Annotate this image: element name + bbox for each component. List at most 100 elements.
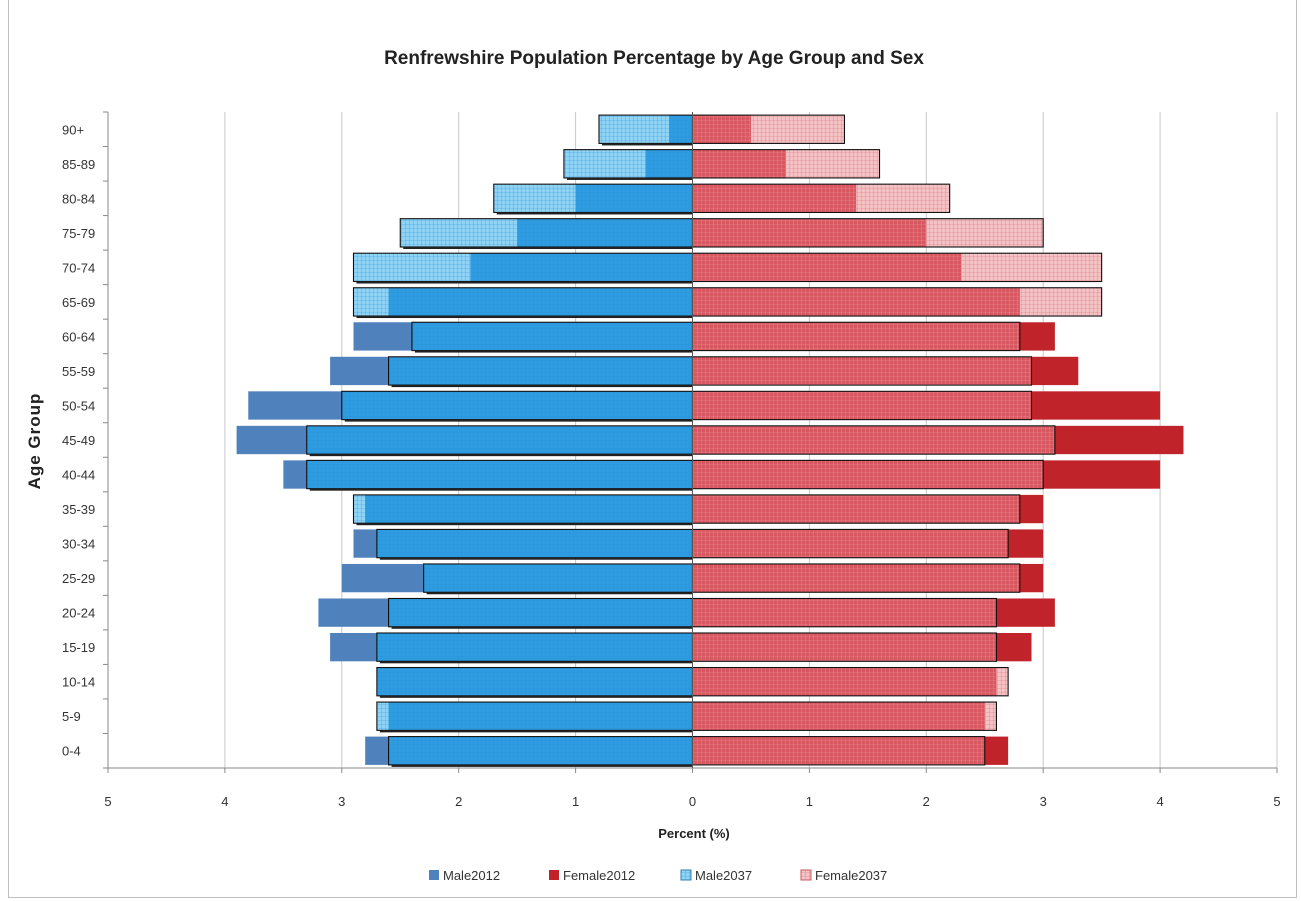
y-tick-label: 70-74 [62,260,95,275]
bar-male2037-shadow [379,695,693,698]
bar-female2037 [692,391,1032,420]
y-tick-label: 75-79 [62,226,95,241]
bar-male2037 [306,425,693,455]
y-tick-label: 20-24 [62,606,95,621]
bar-male2037-excess [563,149,646,178]
bar-male2037-shadow [379,661,693,664]
bar-female2037-excess [750,115,845,144]
y-tick-label: 50-54 [62,398,95,413]
x-tick-label: 5 [104,794,111,809]
bar-male2037-shadow [379,730,693,733]
legend-label: Female2037 [815,868,887,883]
y-tick-label: 80-84 [62,191,95,206]
legend-label: Male2012 [443,868,500,883]
x-tick-label: 2 [455,794,462,809]
bar-male2037 [376,667,693,696]
bar-female2037 [692,184,857,213]
bar-male2037 [470,253,693,282]
bar-male2037-excess [353,494,366,524]
x-tick-labels: 5 4 3 2 1 0 1 2 3 4 5 [104,794,1280,809]
bar-male2037 [388,598,693,627]
bar-male2037-shadow [426,592,693,595]
bar-male2037 [388,287,693,317]
population-pyramid-chart: Renfrewshire Population Percentage by Ag… [25,48,1281,883]
y-tick-label: 65-69 [62,295,95,310]
bar-male2037 [388,356,693,386]
bar-female2037-excess [926,218,1044,247]
bar-male2037-shadow [344,419,693,422]
bar-female2037 [692,425,1055,455]
y-tick-label: 40-44 [62,468,95,483]
bar-female2037 [692,667,997,696]
legend-swatch [800,869,812,881]
bar-male2037 [517,218,693,247]
x-tick-label: 1 [572,794,579,809]
legend-label: Male2037 [695,868,752,883]
bar-male2037-shadow [356,523,693,526]
y-tick-label: 45-49 [62,433,95,448]
bar-female2037 [692,736,985,765]
bar-female2037-excess [984,702,997,731]
bar-female2037 [692,115,751,144]
x-tick-label: 4 [221,794,228,809]
x-tick-label: 1 [806,794,813,809]
bar-female2037 [692,598,997,627]
bar-male2037-shadow [566,177,693,180]
bars [236,114,1184,767]
x-tick-label: 4 [1156,794,1163,809]
chart-title: Renfrewshire Population Percentage by Ag… [384,48,924,69]
x-axis-title: Percent (%) [658,826,730,841]
legend-swatch [429,870,439,880]
bar-male2037-shadow [356,316,693,319]
y-tick-label: 90+ [62,122,84,137]
bar-male2037 [411,322,693,351]
bar-male2037 [365,494,693,524]
y-tick-label: 55-59 [62,364,95,379]
bar-female2037-excess [961,253,1102,282]
bar-male2037-excess [493,184,576,213]
x-tick-label: 2 [923,794,930,809]
bar-male2037 [376,633,693,662]
bar-female2037 [692,563,1020,593]
bar-male2037-excess [598,115,670,144]
bar-male2037-excess [400,218,518,247]
y-axis-title: Age Group [25,393,44,490]
bar-female2037 [692,494,1020,524]
bar-female2037 [692,322,1020,351]
y-tick-label: 35-39 [62,502,95,517]
bar-male2037-shadow [356,281,693,284]
bar-female2037-excess [856,184,950,213]
bar-male2037-shadow [309,488,693,491]
y-tick-label: 25-29 [62,571,95,586]
bar-female2037 [692,287,1020,317]
bar-male2037-shadow [309,454,693,457]
bar-male2037 [388,736,693,765]
bar-male2037 [423,563,693,593]
bar-male2037 [388,702,693,731]
bar-female2037 [692,356,1032,386]
bar-male2037 [575,184,693,213]
chart-frame: Renfrewshire Population Percentage by Ag… [8,0,1297,898]
bar-male2037 [645,149,693,178]
bar-male2037-excess [376,702,389,731]
y-tick-label: 15-19 [62,640,95,655]
bar-male2037-shadow [379,557,693,560]
bar-female2037 [692,460,1044,489]
bar-female2037 [692,218,927,247]
bar-male2037 [376,529,693,558]
bar-female2037-excess [1019,287,1102,317]
y-tick-label: 85-89 [62,157,95,172]
x-tick-label: 3 [338,794,345,809]
bar-male2037-shadow [391,764,693,767]
x-tick-label: 0 [689,794,696,809]
x-tick-label: 5 [1273,794,1280,809]
bar-male2037-excess [353,253,471,282]
y-tick-label: 10-14 [62,675,95,690]
legend-swatch [680,869,692,881]
bar-female2037 [692,253,962,282]
bar-male2037-shadow [414,350,693,353]
y-tick-labels: 0-4 5-9 10-14 15-19 20-24 25-29 30-34 35-39 40-4… [62,122,95,758]
bar-male2037-shadow [496,212,693,215]
bar-male2037-shadow [403,246,693,249]
bar-male2037-excess [353,287,389,317]
